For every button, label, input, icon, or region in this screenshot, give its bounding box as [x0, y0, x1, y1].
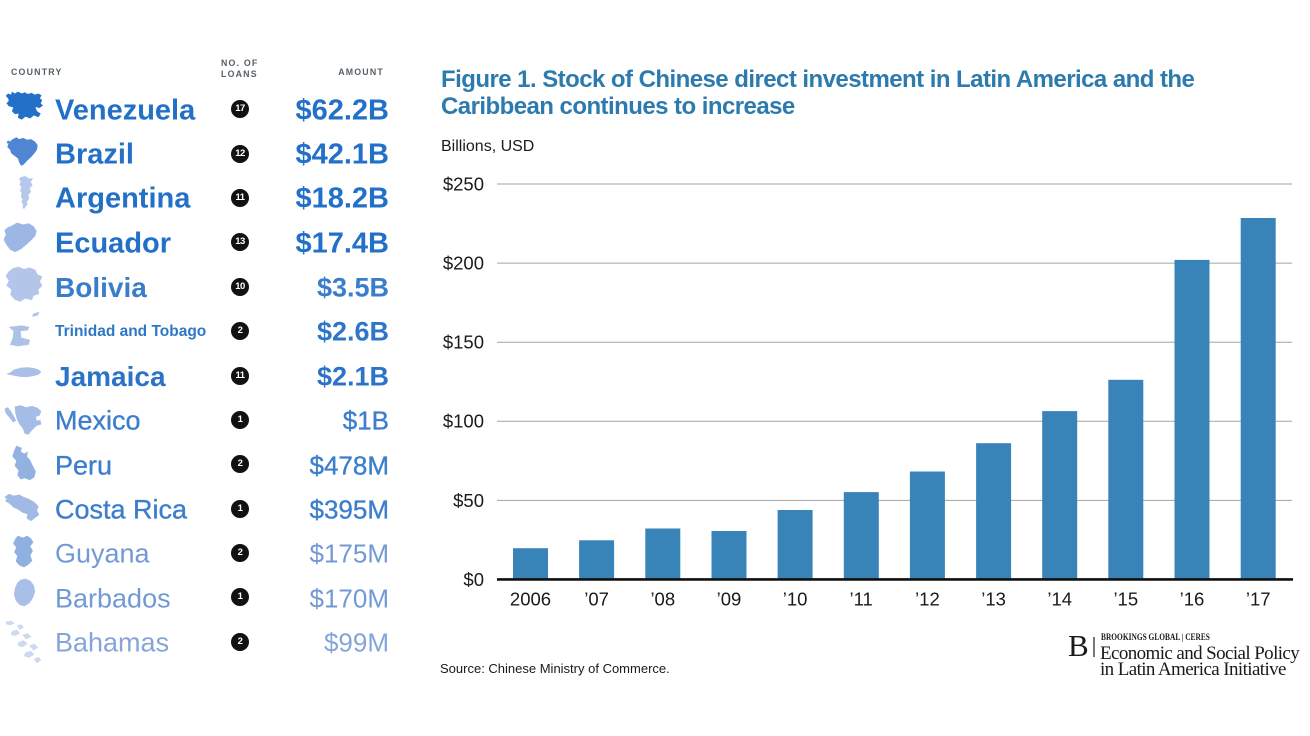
svg-text:’13: ’13: [981, 588, 1006, 609]
svg-text:’14: ’14: [1047, 588, 1072, 609]
svg-text:$200: $200: [443, 253, 484, 274]
svg-text:’11: ’11: [850, 588, 873, 609]
svg-text:$50: $50: [453, 490, 484, 511]
svg-text:$100: $100: [443, 411, 484, 432]
svg-text:$250: $250: [443, 173, 484, 194]
svg-text:’07: ’07: [584, 588, 609, 609]
svg-text:’08: ’08: [650, 588, 675, 609]
svg-text:’12: ’12: [915, 588, 940, 609]
svg-text:2006: 2006: [510, 588, 551, 609]
svg-text:$150: $150: [443, 332, 484, 353]
svg-text:’09: ’09: [717, 588, 742, 609]
svg-text:’16: ’16: [1180, 588, 1205, 609]
svg-text:’10: ’10: [783, 588, 808, 609]
svg-text:’17: ’17: [1246, 588, 1271, 609]
svg-text:’15: ’15: [1113, 588, 1138, 609]
svg-text:$0: $0: [463, 569, 484, 590]
